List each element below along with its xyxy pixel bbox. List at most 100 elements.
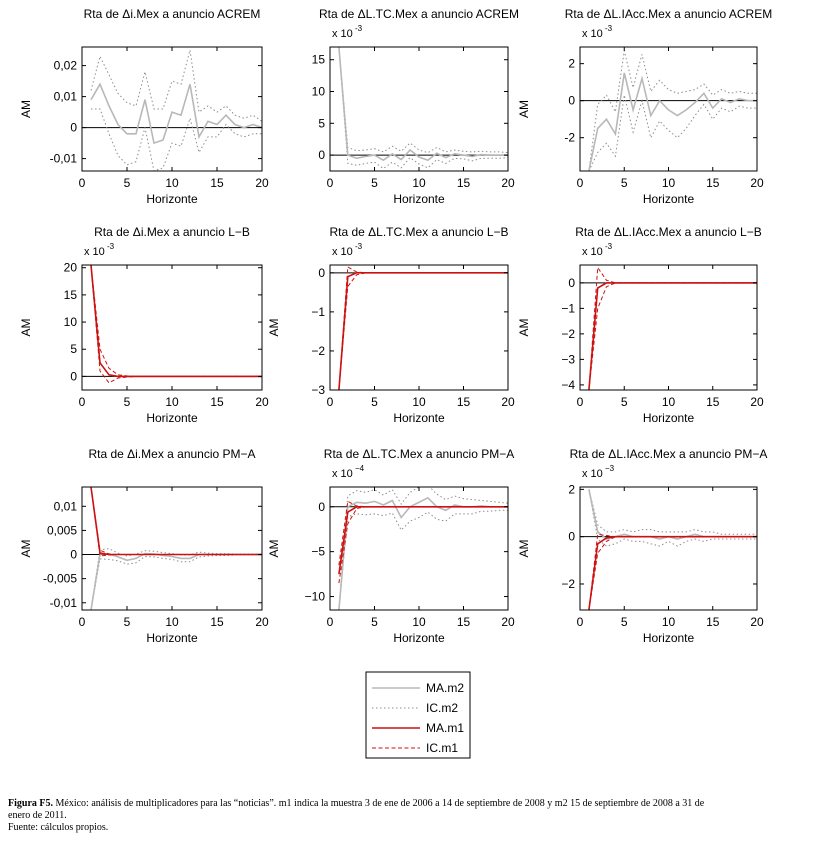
legend: MA.m2 IC.m2 MA.m1 IC.m1 (365, 671, 471, 759)
y-tick-label: −10 (305, 590, 326, 604)
y-tick-label: −1 (561, 301, 575, 315)
y-tick-label: 0 (568, 94, 575, 108)
series-line-ma-m1 (90, 487, 262, 556)
series-line-ic-m1 (90, 487, 262, 557)
x-tick-label: 15 (457, 615, 471, 629)
series-line-ic-m1 (90, 265, 262, 384)
series-group (580, 50, 757, 171)
chart-title: Rta de ΔL.IAcc.Mex a anuncio PM−A (570, 447, 768, 461)
x-tick-label: 5 (371, 176, 378, 190)
series-group (330, 47, 508, 170)
series-line-ma-m2 (90, 552, 262, 610)
series-group (580, 489, 757, 610)
x-tick-label: 15 (210, 176, 224, 190)
x-axis-label: Horizonte (643, 631, 695, 645)
legend-label: MA.m1 (426, 721, 464, 735)
x-axis-label: Horizonte (146, 411, 198, 425)
series-line-ic-m2 (588, 489, 757, 547)
axes-frame (329, 46, 509, 172)
x-tick-label: 15 (210, 395, 224, 409)
y-tick-label: -0,01 (50, 152, 78, 166)
exponent-power: -3 (107, 242, 115, 251)
series-line-ic-m1 (588, 266, 757, 390)
y-tick-label: 0 (318, 266, 325, 280)
x-tick-label: 20 (255, 176, 269, 190)
series-group (580, 266, 757, 390)
caption-text-line-2: enero de 2011. (8, 810, 67, 821)
series-group (330, 266, 508, 390)
y-tick-label: 0 (70, 548, 77, 562)
y-tick-label: 0 (568, 276, 575, 290)
y-tick-label: 0,005 (47, 523, 77, 537)
series-line-ma-m1 (588, 282, 757, 390)
y-axis-label: AM (517, 318, 531, 336)
series-line-ic-m1 (338, 266, 508, 390)
exponent-label: x 10 (332, 246, 353, 258)
chart-panel-7: Rta de Δi.Mex a anuncio PM−A AM Horizonte 0… (19, 447, 269, 645)
series-line-ma-m2 (588, 489, 757, 540)
x-axis-label: Horizonte (146, 631, 198, 645)
y-tick-label: 10 (312, 85, 326, 99)
y-tick-label: 15 (312, 53, 326, 67)
series-group (82, 265, 262, 384)
axes-frame (81, 46, 263, 172)
x-tick-label: 0 (79, 395, 86, 409)
series-line-ma-m1 (90, 265, 262, 378)
exponent-label: x 10 (582, 246, 603, 258)
x-tick-label: 20 (750, 395, 764, 409)
y-axis-label: AM (19, 539, 33, 557)
y-tick-label: 0 (70, 121, 77, 135)
chart-panel-5: Rta de ΔL.TC.Mex a anuncio L−B x 10 -3 AM Ho… (267, 225, 515, 425)
y-tick-label: 0 (318, 148, 325, 162)
exponent-power: −3 (605, 464, 615, 473)
exponent-power: -3 (355, 24, 363, 33)
x-tick-label: 20 (501, 615, 515, 629)
series-line-ma-m2 (90, 82, 262, 145)
x-tick-label: 10 (412, 176, 426, 190)
legend-label: IC.m1 (426, 741, 458, 755)
x-tick-label: 10 (662, 395, 676, 409)
y-tick-label: 20 (64, 261, 78, 275)
series-line-ic-m2 (588, 50, 757, 171)
x-tick-label: 0 (327, 176, 334, 190)
axes-frame (81, 486, 263, 611)
chart-title: Rta de ΔL.TC.Mex a anuncio ACREM (319, 7, 519, 21)
series-line-ic-m1 (338, 500, 508, 566)
x-tick-label: 5 (124, 176, 131, 190)
series-line-ic-m1 (338, 506, 508, 584)
x-tick-label: 10 (165, 395, 179, 409)
series-line-ic-m2 (338, 487, 508, 610)
y-tick-label: -0,01 (50, 596, 78, 610)
chart-panel-6: Rta de ΔL.IAcc.Mex a anuncio L−B x 10 -3 AM… (517, 225, 764, 425)
x-tick-label: 0 (577, 395, 584, 409)
x-tick-label: 5 (621, 176, 628, 190)
series-line-ic-m1 (338, 272, 508, 390)
series-line-ic-m1 (588, 533, 757, 610)
exponent-power: -3 (605, 24, 613, 33)
x-tick-label: 10 (412, 615, 426, 629)
x-tick-label: 15 (706, 615, 720, 629)
series-line-ic-m2 (338, 47, 508, 154)
x-tick-label: 10 (662, 615, 676, 629)
x-tick-label: 10 (662, 176, 676, 190)
y-tick-label: −2 (311, 344, 325, 358)
y-axis-label: AM (267, 318, 281, 336)
x-tick-label: 20 (501, 176, 515, 190)
y-tick-label: 0,02 (54, 59, 78, 73)
chart-panel-4: Rta de Δi.Mex a anuncio L−B x 10 -3 AM Horiz… (19, 225, 269, 425)
chart-title: Rta de Δi.Mex a anuncio ACREM (84, 7, 261, 21)
x-axis-label: Horizonte (643, 192, 695, 206)
caption-source: Fuente: cálculos propios. (8, 822, 109, 833)
legend-box (365, 671, 471, 759)
exponent-label: x 10 (582, 28, 603, 40)
x-tick-label: 15 (457, 176, 471, 190)
x-tick-label: 5 (371, 395, 378, 409)
series-line-ma-m1 (338, 271, 508, 390)
y-tick-label: −4 (561, 378, 575, 392)
y-tick-label: −2 (561, 577, 575, 591)
series-line-ic-m1 (90, 265, 262, 377)
y-tick-label: 0,01 (54, 499, 78, 513)
x-tick-label: 0 (577, 615, 584, 629)
series-line-ic-m1 (588, 282, 757, 390)
x-tick-label: 0 (327, 615, 334, 629)
